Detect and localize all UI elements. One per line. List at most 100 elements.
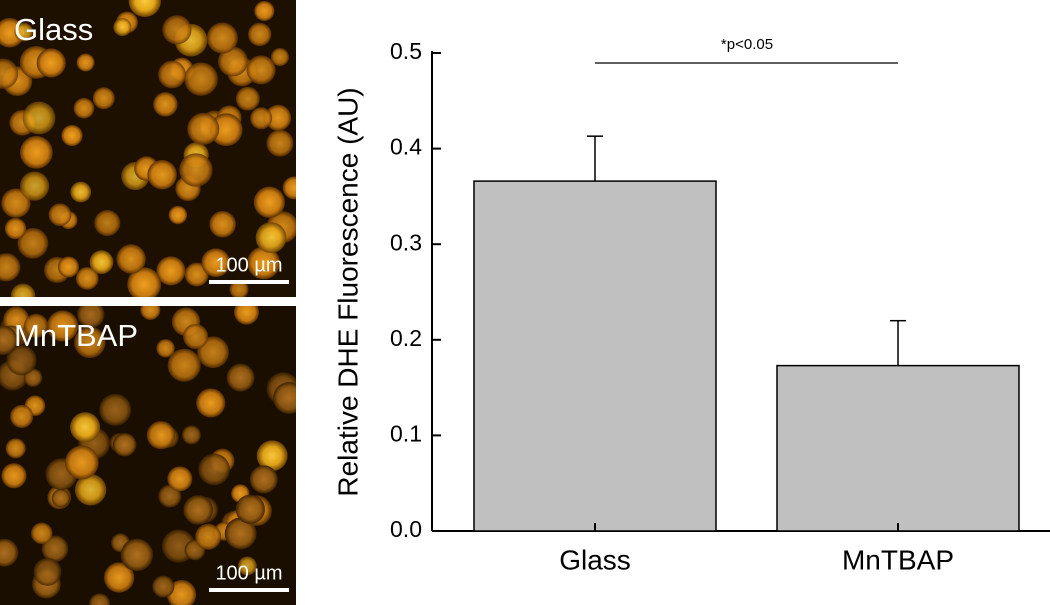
cell bbox=[76, 53, 95, 72]
cell bbox=[209, 210, 236, 238]
cell bbox=[89, 593, 111, 605]
cell bbox=[0, 325, 18, 355]
cell bbox=[5, 438, 26, 459]
cell bbox=[218, 46, 248, 77]
cell bbox=[19, 135, 53, 169]
cell bbox=[234, 306, 259, 325]
bar bbox=[473, 180, 717, 532]
cell bbox=[36, 48, 66, 78]
cell bbox=[1, 188, 31, 218]
cell bbox=[120, 538, 154, 572]
cell bbox=[0, 538, 19, 567]
cell bbox=[33, 557, 62, 586]
cell bbox=[196, 388, 226, 418]
cell bbox=[167, 348, 201, 382]
scale-bar-label: 100 µm bbox=[215, 562, 282, 584]
cell bbox=[1, 463, 27, 489]
cell bbox=[255, 222, 287, 254]
cell bbox=[30, 522, 53, 545]
cell bbox=[226, 363, 255, 392]
cell bbox=[14, 22, 34, 42]
bar bbox=[776, 364, 1020, 532]
cell bbox=[168, 205, 188, 225]
cell bbox=[4, 217, 27, 240]
cell bbox=[41, 535, 69, 563]
cell bbox=[70, 412, 101, 443]
cell bbox=[153, 92, 178, 117]
cell bbox=[70, 181, 92, 203]
cell bbox=[6, 345, 37, 376]
cell bbox=[162, 15, 192, 45]
cell bbox=[235, 86, 260, 111]
cell bbox=[249, 465, 278, 494]
cell bbox=[48, 203, 72, 227]
y-tick-label: 0.5 bbox=[390, 38, 422, 64]
cell bbox=[184, 62, 218, 96]
y-tick-label: 0.4 bbox=[390, 134, 422, 160]
cell bbox=[92, 87, 115, 110]
micrograph bbox=[0, 306, 296, 605]
scale-bar bbox=[209, 588, 289, 592]
cell bbox=[282, 176, 296, 200]
y-tick-label: 0.1 bbox=[390, 420, 422, 446]
cell bbox=[116, 244, 146, 274]
cell bbox=[10, 283, 36, 297]
cell bbox=[158, 60, 186, 89]
cell bbox=[127, 267, 162, 297]
cell bbox=[22, 101, 56, 135]
cell bbox=[250, 107, 273, 130]
y-tick-label: 0.3 bbox=[390, 229, 422, 255]
cell bbox=[99, 393, 132, 426]
x-tick-label: Glass bbox=[559, 544, 631, 575]
panel-label: Glass bbox=[14, 12, 93, 47]
cell bbox=[224, 517, 257, 550]
cell bbox=[256, 440, 288, 472]
cell bbox=[146, 421, 175, 450]
cell bbox=[248, 22, 272, 47]
cell bbox=[73, 97, 95, 119]
cell bbox=[0, 58, 19, 89]
cell bbox=[195, 523, 222, 550]
cell bbox=[58, 256, 80, 278]
cell bbox=[89, 250, 114, 275]
cell bbox=[198, 453, 230, 486]
cell bbox=[253, 186, 285, 218]
cell bbox=[183, 323, 209, 350]
cell bbox=[0, 253, 21, 282]
cell bbox=[235, 494, 265, 524]
cell bbox=[209, 113, 243, 147]
cell bbox=[179, 153, 213, 187]
cell bbox=[61, 124, 83, 147]
cell bbox=[147, 159, 177, 190]
cell bbox=[103, 562, 135, 593]
cell bbox=[183, 495, 213, 525]
cell bbox=[254, 0, 275, 22]
x-tick-label: MnTBAP bbox=[842, 544, 954, 575]
cell bbox=[266, 129, 294, 157]
cell bbox=[10, 404, 34, 429]
cell bbox=[265, 104, 292, 131]
cell bbox=[74, 326, 106, 359]
y-tick-label: 0.2 bbox=[390, 325, 422, 351]
cell bbox=[273, 382, 296, 414]
cell bbox=[17, 227, 49, 259]
cell bbox=[23, 313, 49, 338]
cell bbox=[270, 47, 290, 67]
panel-label: MnTBAP bbox=[14, 318, 138, 353]
cell bbox=[140, 306, 161, 320]
cell bbox=[167, 466, 193, 492]
scale-bar bbox=[209, 280, 289, 284]
cell bbox=[77, 306, 105, 329]
annotation: *p<0.05 bbox=[721, 36, 773, 53]
cell bbox=[156, 256, 186, 286]
cell bbox=[112, 432, 137, 457]
cell bbox=[94, 209, 121, 237]
micrograph bbox=[0, 0, 296, 297]
cell bbox=[201, 248, 231, 278]
cell bbox=[128, 0, 161, 18]
cell bbox=[187, 112, 220, 145]
cell bbox=[206, 22, 238, 54]
cell bbox=[152, 575, 175, 598]
cell bbox=[184, 262, 209, 287]
